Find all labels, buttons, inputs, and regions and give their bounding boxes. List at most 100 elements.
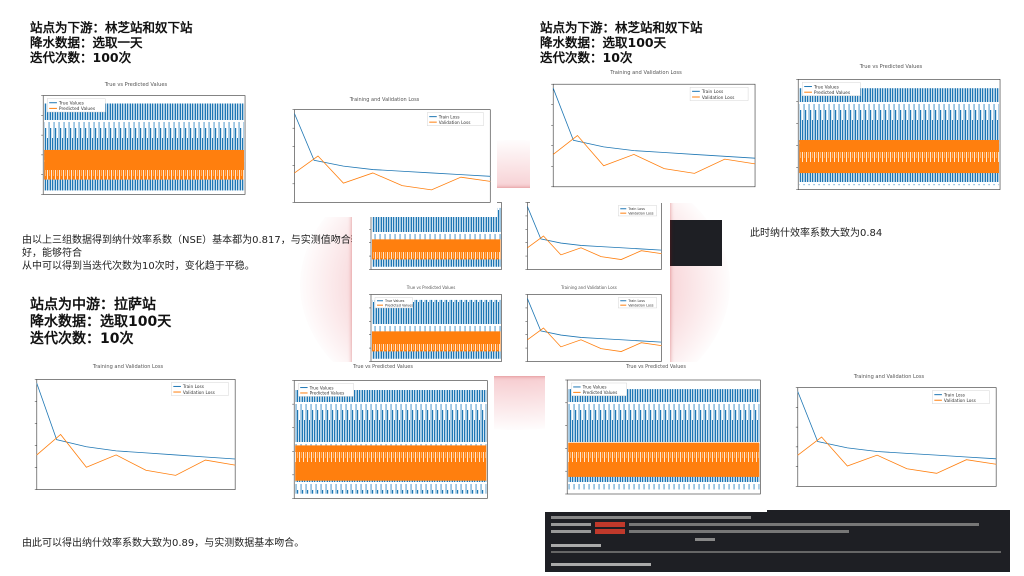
- chart: Training and Validation Loss Train LossVa…: [34, 364, 236, 490]
- legend-box: [171, 382, 229, 396]
- loss-line: [36, 433, 236, 476]
- chart-title: True vs Predicted Values: [104, 82, 168, 88]
- legend-label: Train Loss: [627, 207, 645, 211]
- legend-box: [374, 297, 413, 309]
- legend-label: Predicted Values: [583, 390, 618, 395]
- chart-title: True vs Predicted Values: [406, 285, 456, 290]
- chart-title: True vs Predicted Values: [625, 364, 686, 370]
- predicted-series: [44, 149, 245, 180]
- legend-label: True Values: [813, 84, 840, 90]
- legend-label: Train Loss: [438, 114, 460, 120]
- legend-box: [932, 390, 990, 404]
- plot-frame: [294, 109, 491, 203]
- legend-label: Train Loss: [701, 89, 724, 95]
- chart: True vs Predicted Values True ValuesPredi…: [41, 82, 246, 195]
- plot-frame: [566, 379, 761, 495]
- loss-line: [527, 298, 662, 343]
- legend-label: Train Loss: [943, 392, 966, 398]
- terminal-lines: [551, 516, 1001, 566]
- loss-line: [36, 383, 236, 460]
- legend-label: Train Loss: [627, 299, 645, 303]
- section-heading: 站点为中游：拉萨站 降水数据：选取100天 迭代次数：10次: [30, 297, 172, 347]
- legend-label: Predicted Values: [59, 106, 96, 112]
- legend-label: Validation Loss: [628, 212, 653, 216]
- plot-frame: [293, 380, 488, 499]
- legend-box: [618, 205, 657, 217]
- legend-label: True Values: [384, 299, 405, 303]
- chart: True vs Predicted Values True ValuesPredi…: [369, 285, 502, 362]
- highlight-card: True vs Predicted Values True ValuesPredi…: [352, 188, 670, 376]
- loss-line: [797, 436, 997, 474]
- legend-label: True Values: [309, 385, 334, 390]
- legend-label: Validation Loss: [439, 120, 471, 126]
- legend-label: Train Loss: [182, 384, 205, 390]
- chart: True vs Predicted Values True ValuesPredi…: [565, 364, 761, 495]
- chart-title: True vs Predicted Values: [859, 64, 923, 70]
- loss-line: [552, 134, 756, 174]
- predicted-series: [568, 442, 760, 477]
- legend-label: Validation Loss: [944, 398, 977, 404]
- plot-frame: [797, 387, 997, 487]
- legend-label: True Values: [582, 385, 607, 390]
- chart-title: Training and Validation Loss: [853, 374, 925, 380]
- legend-label: Validation Loss: [702, 95, 735, 101]
- chart-title: Training and Validation Loss: [92, 364, 164, 370]
- chart: True vs Predicted Values True ValuesPredi…: [796, 64, 1001, 190]
- legend-label: Validation Loss: [183, 390, 216, 396]
- loss-line: [797, 391, 997, 460]
- predicted-series: [799, 140, 1000, 174]
- legend-label: Predicted Values: [310, 391, 345, 396]
- legend-box: [47, 98, 106, 113]
- predicted-series: [372, 331, 501, 352]
- legend-label: Validation Loss: [628, 304, 653, 308]
- legend-box: [689, 87, 749, 101]
- legend-box: [427, 112, 484, 126]
- chart-title: Training and Validation Loss: [560, 285, 617, 290]
- terminal-snippet: [668, 220, 722, 266]
- chart-title: Training and Validation Loss: [609, 70, 682, 76]
- loss-line: [294, 155, 491, 191]
- legend-box: [298, 383, 354, 397]
- predicted-series: [295, 445, 487, 481]
- legend-box: [802, 82, 861, 97]
- legend-label: Predicted Values: [385, 304, 413, 308]
- plot-frame: [370, 294, 502, 362]
- legend-label: Predicted Values: [814, 90, 851, 96]
- plot-frame: [36, 379, 236, 490]
- chart: Training and Validation Loss Train LossVa…: [795, 374, 997, 487]
- chart-title: Training and Validation Loss: [349, 97, 420, 103]
- plot-frame: [552, 83, 756, 188]
- loss-line: [552, 88, 756, 159]
- chart: Training and Validation Loss Train LossVa…: [292, 97, 491, 203]
- predicted-series: [372, 239, 501, 260]
- legend-box: [618, 297, 657, 309]
- plot-frame: [527, 294, 662, 362]
- section-heading: 站点为下游：林芝站和奴下站 降水数据：选取一天 迭代次数：100次: [30, 20, 193, 65]
- chart: Training and Validation Loss Train LossVa…: [525, 285, 662, 362]
- section-heading: 站点为下游：林芝站和奴下站 降水数据：选取100天 迭代次数：10次: [540, 20, 703, 65]
- chart: Training and Validation Loss Train LossVa…: [551, 70, 756, 188]
- plot-frame: [42, 95, 246, 195]
- terminal: [545, 510, 1010, 572]
- chart-title: True vs Predicted Values: [352, 364, 413, 370]
- legend-box: [571, 382, 627, 397]
- loss-line: [527, 206, 662, 251]
- loss-line: [294, 113, 491, 177]
- chart: True vs Predicted Values True ValuesPredi…: [292, 364, 488, 499]
- loss-line: [527, 327, 662, 352]
- loss-line: [527, 235, 662, 260]
- note: 由此可以得出纳什效率系数大致为0.89，与实测数据基本吻合。: [22, 538, 305, 549]
